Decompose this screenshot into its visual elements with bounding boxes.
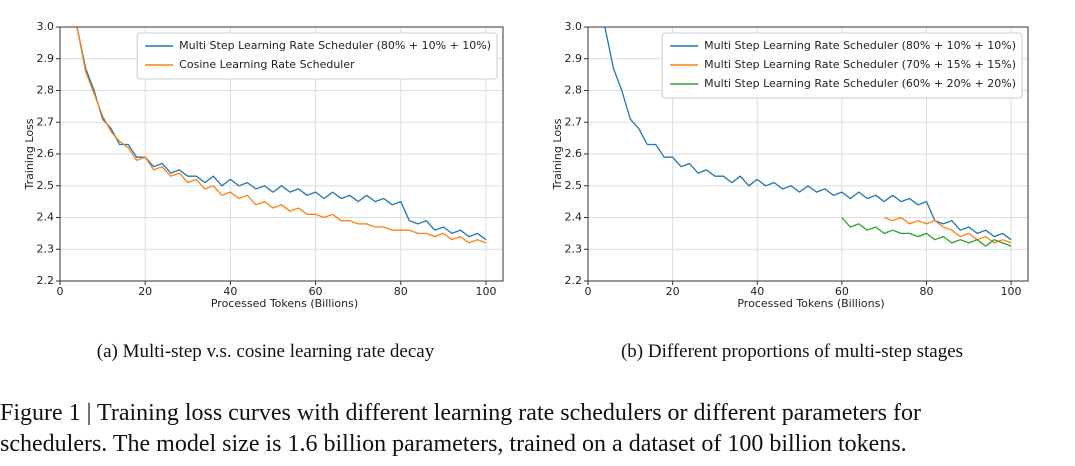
legend-label: Multi Step Learning Rate Scheduler (80% …	[179, 39, 491, 52]
series-line	[76, 27, 487, 244]
series-line	[883, 216, 1012, 244]
chart: 2.2 2.3 2.4 2.5 2.6 2.7 2.8 2.9 3.0 0 20 40 60 80 100 P…	[551, 20, 1029, 362]
legend-label: Cosine Learning Rate Scheduler	[179, 58, 355, 71]
series-line	[604, 27, 1012, 241]
x-tick-label: 0	[57, 285, 64, 298]
y-tick-label: 3.0	[565, 20, 583, 33]
legend-label: Multi Step Learning Rate Scheduler (60% …	[704, 77, 1016, 90]
y-tick-label: 2.5	[37, 179, 55, 192]
legend-box	[136, 32, 498, 80]
x-tick-label: 40	[223, 285, 237, 298]
y-tick-label: 2.7	[37, 115, 55, 128]
x-axis-label: Processed Tokens (Billions)	[737, 297, 884, 310]
x-tick-label: 80	[919, 285, 933, 298]
x-tick-label: 40	[750, 285, 764, 298]
chart-caption: (b) Different proportions of multi-step …	[621, 341, 963, 362]
y-tick-label: 2.8	[565, 84, 583, 97]
chart: 2.2 2.3 2.4 2.5 2.6 2.7 2.8 2.9 3.0 0 20 40 60 80 100 P…	[23, 20, 504, 362]
x-tick-label: 60	[835, 285, 849, 298]
y-tick-label: 2.5	[565, 179, 583, 192]
legend-label: Multi Step Learning Rate Scheduler (70% …	[704, 58, 1016, 71]
plot-frame	[587, 26, 1029, 282]
legend: Multi Step Learning Rate Scheduler (80% …	[661, 32, 1023, 99]
y-tick-label: 3.0	[37, 20, 55, 33]
y-tick-label: 2.4	[565, 211, 583, 224]
x-axis-label: Processed Tokens (Billions)	[211, 297, 358, 310]
series-line	[841, 217, 1012, 247]
y-tick-label: 2.6	[37, 147, 55, 160]
y-tick-label: 2.3	[565, 242, 583, 255]
x-tick-label: 100	[475, 285, 496, 298]
y-axis-label: Training Loss	[23, 118, 36, 190]
y-axis-label: Training Loss	[551, 118, 564, 190]
y-tick-label: 2.4	[37, 211, 55, 224]
legend-box	[661, 32, 1023, 99]
legend: Multi Step Learning Rate Scheduler (80% …	[136, 32, 498, 80]
x-tick-label: 0	[585, 285, 592, 298]
y-tick-label: 2.2	[565, 274, 583, 287]
figure-caption-line: Figure 1 | Training loss curves with dif…	[0, 400, 921, 426]
x-tick-label: 20	[666, 285, 680, 298]
legend-label: Multi Step Learning Rate Scheduler (80% …	[704, 39, 1016, 52]
y-tick-label: 2.3	[37, 242, 55, 255]
x-tick-label: 80	[394, 285, 408, 298]
y-tick-label: 2.9	[565, 52, 583, 65]
y-tick-label: 2.6	[565, 147, 583, 160]
plot-frame	[59, 26, 504, 282]
figure-caption-line: schedulers. The model size is 1.6 billio…	[0, 431, 907, 457]
y-tick-label: 2.8	[37, 84, 55, 97]
y-tick-label: 2.9	[37, 52, 55, 65]
x-tick-label: 100	[1001, 285, 1022, 298]
y-tick-label: 2.7	[565, 115, 583, 128]
chart-caption: (a) Multi-step v.s. cosine learning rate…	[97, 341, 435, 362]
y-tick-label: 2.2	[37, 274, 55, 287]
x-tick-label: 60	[309, 285, 323, 298]
x-tick-label: 20	[138, 285, 152, 298]
